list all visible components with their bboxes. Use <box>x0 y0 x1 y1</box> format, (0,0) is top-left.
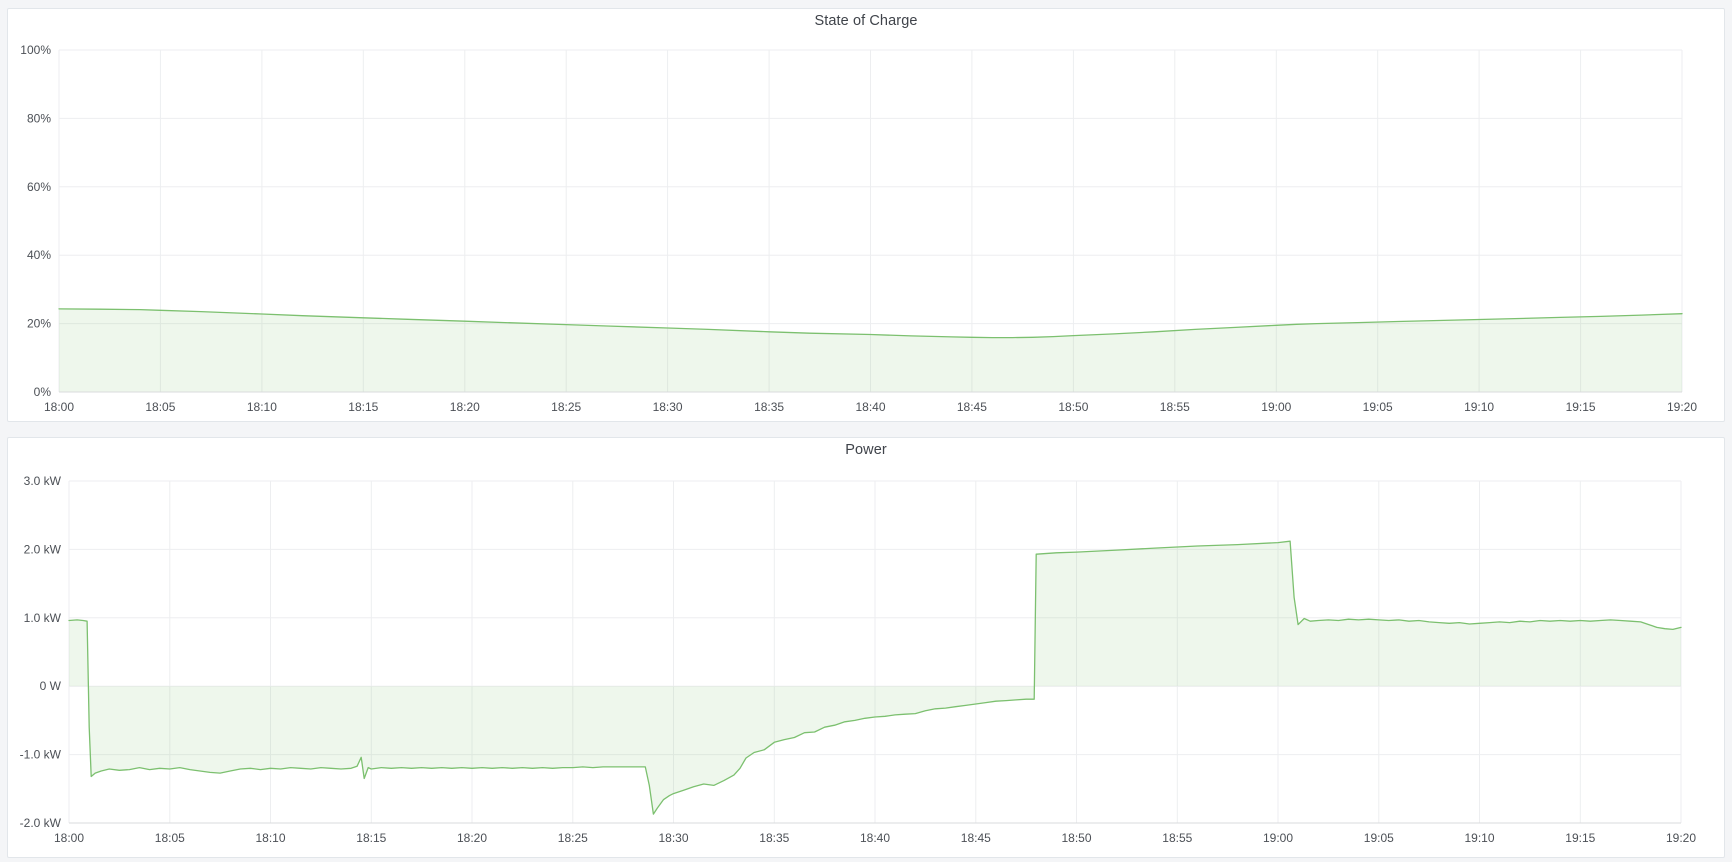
panel-title-state-of-charge[interactable]: State of Charge <box>814 13 918 29</box>
x-axis-tick-label: 19:00 <box>1261 400 1291 414</box>
x-axis-tick-label: 18:05 <box>155 831 185 845</box>
x-axis-tick-label: 18:40 <box>855 400 885 414</box>
x-axis-tick-label: 18:50 <box>1058 400 1088 414</box>
x-axis-tick-label: 18:35 <box>754 400 784 414</box>
y-axis-tick-label: 60% <box>27 180 51 194</box>
x-axis-tick-label: 19:05 <box>1363 400 1393 414</box>
x-axis-tick-label: 18:05 <box>145 400 175 414</box>
x-axis-tick-label: 19:15 <box>1566 400 1596 414</box>
x-axis-tick-label: 18:25 <box>551 400 581 414</box>
y-axis-tick-label: 2.0 kW <box>24 542 62 556</box>
x-axis-tick-label: 18:10 <box>247 400 277 414</box>
power-chart-area[interactable]: 3.0 kW 2.0 kW 1.0 kW 0 W -1.0 kW -2.0 kW18:00… <box>8 438 1724 857</box>
x-axis-tick-label: 18:20 <box>457 831 487 845</box>
x-axis-tick-label: 18:00 <box>54 831 84 845</box>
x-axis-tick-label: 18:45 <box>961 831 991 845</box>
x-axis-tick-label: 18:25 <box>558 831 588 845</box>
x-axis-tick-label: 18:45 <box>957 400 987 414</box>
x-axis-tick-label: 19:10 <box>1464 831 1494 845</box>
panel-state-of-charge: State of Charge 100% 80% 60% 40% 20% 0% 18:00 1… <box>7 8 1725 422</box>
panel-power: Power 3.0 kW 2.0 kW 1.0 kW 0 W -1.0 kW -2.0 k… <box>7 437 1725 858</box>
y-axis-tick-label: 40% <box>27 248 51 262</box>
y-axis-tick-label: -2.0 kW <box>20 816 62 830</box>
x-axis-tick-label: 18:20 <box>450 400 480 414</box>
x-axis-tick-label: 19:00 <box>1263 831 1293 845</box>
y-axis-tick-label: -1.0 kW <box>20 748 62 762</box>
series-area-fill <box>69 541 1681 815</box>
x-axis-tick-label: 18:00 <box>44 400 74 414</box>
x-axis-tick-label: 18:50 <box>1061 831 1091 845</box>
x-axis-tick-label: 18:30 <box>658 831 688 845</box>
x-axis-tick-label: 19:20 <box>1666 831 1696 845</box>
x-axis-tick-label: 18:35 <box>759 831 789 845</box>
y-axis-tick-label: 3.0 kW <box>24 474 62 488</box>
series-area-fill <box>59 308 1682 392</box>
series-line <box>58 308 1683 339</box>
x-axis-tick-label: 19:10 <box>1464 400 1494 414</box>
y-axis-tick-label: 80% <box>27 111 51 125</box>
x-axis-tick-label: 18:10 <box>255 831 285 845</box>
x-axis-tick-label: 18:15 <box>356 831 386 845</box>
y-axis-tick-label: 1.0 kW <box>24 611 62 625</box>
series-line <box>68 540 1682 815</box>
x-axis-tick-label: 18:15 <box>348 400 378 414</box>
panel-title-power[interactable]: Power <box>845 442 887 458</box>
x-axis-tick-label: 19:05 <box>1364 831 1394 845</box>
state-of-charge-chart-area[interactable]: 100% 80% 60% 40% 20% 0%18:00 18:05 18:10 18:15 18… <box>8 9 1724 421</box>
y-axis-tick-label: 100% <box>20 43 51 57</box>
x-axis-tick-label: 18:30 <box>653 400 683 414</box>
y-axis-tick-label: 0% <box>34 385 52 399</box>
x-axis-tick-label: 19:15 <box>1565 831 1595 845</box>
x-axis-tick-label: 18:55 <box>1160 400 1190 414</box>
y-axis-tick-label: 0 W <box>40 679 62 693</box>
x-axis-tick-label: 19:20 <box>1667 400 1697 414</box>
x-axis-tick-label: 18:40 <box>860 831 890 845</box>
x-axis-tick-label: 18:55 <box>1162 831 1192 845</box>
y-axis-tick-label: 20% <box>27 317 51 331</box>
